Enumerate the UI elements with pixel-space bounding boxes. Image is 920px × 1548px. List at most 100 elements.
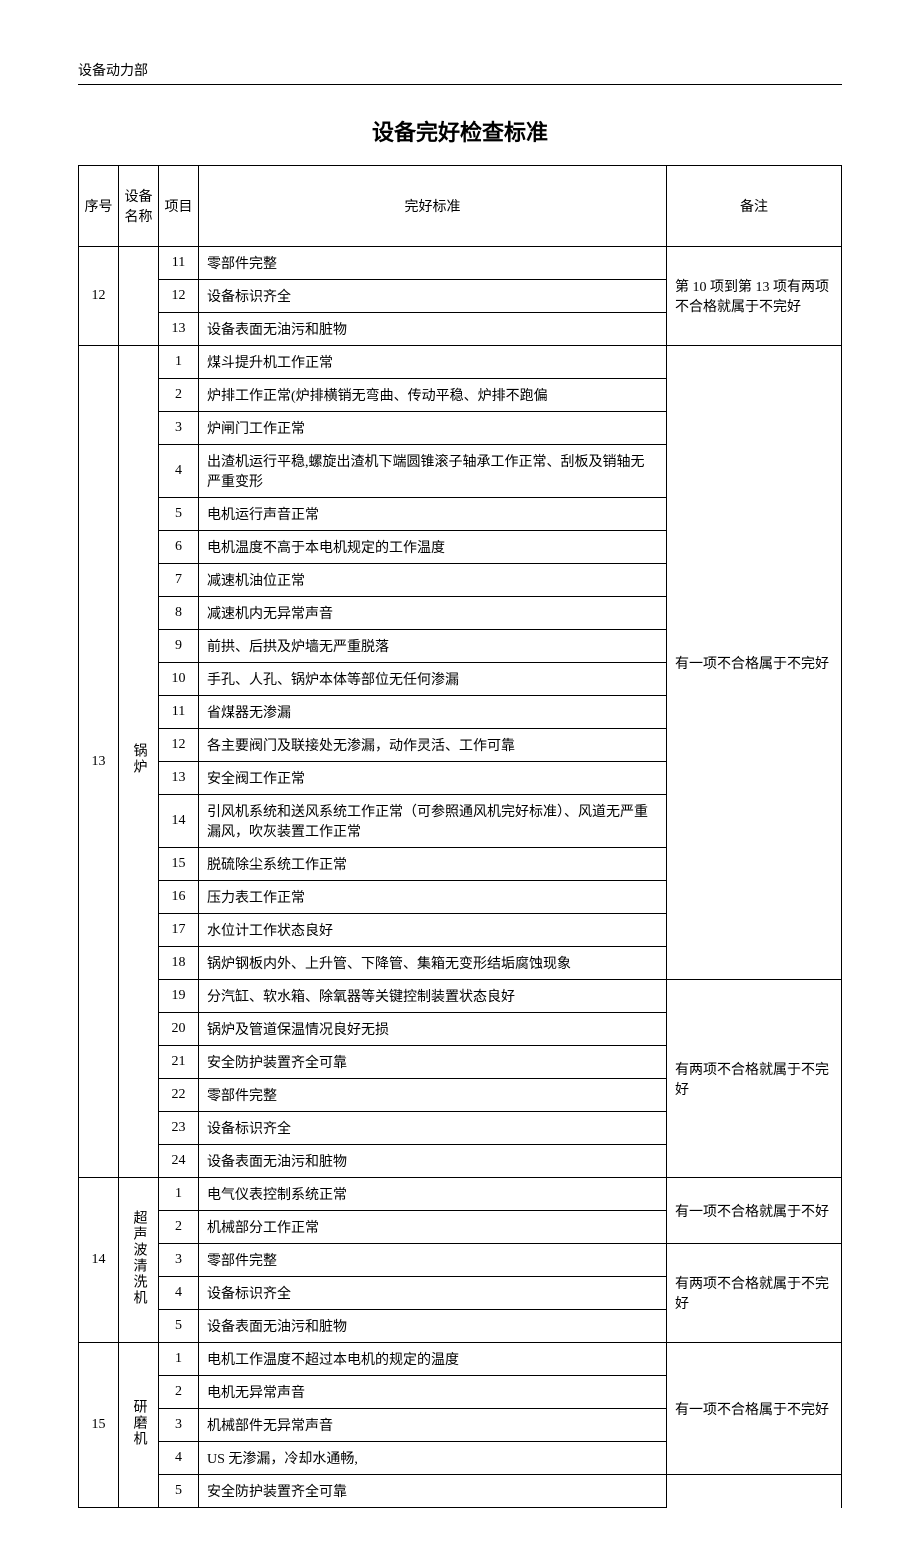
col-remark-header: 备注 [667,166,842,247]
item-number-cell: 2 [159,1376,199,1409]
seq-cell: 13 [79,346,119,1178]
standard-cell: 脱硫除尘系统工作正常 [199,848,667,881]
standard-cell: 机械部件无异常声音 [199,1409,667,1442]
item-number-cell: 1 [159,346,199,379]
remark-cell: 有一项不合格属于不完好 [667,346,842,980]
table-header-row: 序号 设备名称 项目 完好标准 备注 [79,166,842,247]
table-row: 3零部件完整有两项不合格就属于不完好 [79,1244,842,1277]
item-number-cell: 19 [159,980,199,1013]
item-number-cell: 7 [159,564,199,597]
standard-cell: 出渣机运行平稳,螺旋出渣机下端圆锥滚子轴承工作正常、刮板及销轴无严重变形 [199,445,667,498]
item-number-cell: 6 [159,531,199,564]
page-header: 设备动力部 [78,60,842,85]
item-number-cell: 3 [159,1409,199,1442]
item-number-cell: 5 [159,498,199,531]
item-number-cell: 3 [159,412,199,445]
standard-cell: 减速机内无异常声音 [199,597,667,630]
page-title: 设备完好检查标准 [78,115,842,147]
table-row: 19分汽缸、软水箱、除氧器等关键控制装置状态良好有两项不合格就属于不完好 [79,980,842,1013]
item-number-cell: 15 [159,848,199,881]
seq-cell: 12 [79,247,119,346]
remark-cell: 有两项不合格就属于不完好 [667,1244,842,1343]
item-number-cell: 1 [159,1343,199,1376]
remark-cell [667,1475,842,1508]
equipment-name-text: 研磨机 [129,1399,149,1447]
table-row: 15研磨机1电机工作温度不超过本电机的规定的温度有一项不合格属于不完好 [79,1343,842,1376]
standard-cell: 煤斗提升机工作正常 [199,346,667,379]
standard-cell: 设备表面无油污和脏物 [199,313,667,346]
standard-cell: 设备标识齐全 [199,280,667,313]
standard-cell: 零部件完整 [199,247,667,280]
item-number-cell: 21 [159,1046,199,1079]
table-row: 13锅炉1煤斗提升机工作正常有一项不合格属于不完好 [79,346,842,379]
standard-cell: 压力表工作正常 [199,881,667,914]
seq-cell: 14 [79,1178,119,1343]
standard-cell: 分汽缸、软水箱、除氧器等关键控制装置状态良好 [199,980,667,1013]
equipment-name-cell: 超声波清洗机 [119,1178,159,1343]
remark-cell: 有一项不合格就属于不好 [667,1178,842,1244]
standard-cell: 锅炉及管道保温情况良好无损 [199,1013,667,1046]
col-item-header: 项目 [159,166,199,247]
standards-table: 序号 设备名称 项目 完好标准 备注 1211零部件完整第 10 项到第 13 … [78,165,842,1508]
equipment-name-text: 锅炉 [129,743,149,775]
standard-cell: 水位计工作状态良好 [199,914,667,947]
standard-cell: 安全阀工作正常 [199,762,667,795]
item-number-cell: 17 [159,914,199,947]
item-number-cell: 1 [159,1178,199,1211]
col-seq-header: 序号 [79,166,119,247]
remark-cell: 有两项不合格就属于不完好 [667,980,842,1178]
standard-cell: 电机无异常声音 [199,1376,667,1409]
seq-cell: 15 [79,1343,119,1508]
item-number-cell: 5 [159,1475,199,1508]
standard-cell: 各主要阀门及联接处无渗漏，动作灵活、工作可靠 [199,729,667,762]
standard-cell: 零部件完整 [199,1079,667,1112]
item-number-cell: 13 [159,762,199,795]
remark-cell: 第 10 项到第 13 项有两项不合格就属于不完好 [667,247,842,346]
item-number-cell: 12 [159,729,199,762]
item-number-cell: 18 [159,947,199,980]
item-number-cell: 11 [159,247,199,280]
equipment-name-text: 超声波清洗机 [129,1210,149,1306]
standard-cell: 电机温度不高于本电机规定的工作温度 [199,531,667,564]
standard-cell: 设备表面无油污和脏物 [199,1310,667,1343]
table-row: 14超声波清洗机1电气仪表控制系统正常有一项不合格就属于不好 [79,1178,842,1211]
item-number-cell: 16 [159,881,199,914]
table-row: 5安全防护装置齐全可靠 [79,1475,842,1508]
standard-cell: 手孔、人孔、锅炉本体等部位无任何渗漏 [199,663,667,696]
standard-cell: 减速机油位正常 [199,564,667,597]
item-number-cell: 4 [159,445,199,498]
item-number-cell: 4 [159,1442,199,1475]
item-number-cell: 13 [159,313,199,346]
standard-cell: 电气仪表控制系统正常 [199,1178,667,1211]
item-number-cell: 12 [159,280,199,313]
table-row: 1211零部件完整第 10 项到第 13 项有两项不合格就属于不完好 [79,247,842,280]
item-number-cell: 20 [159,1013,199,1046]
item-number-cell: 5 [159,1310,199,1343]
standard-cell: 炉排工作正常(炉排横销无弯曲、传动平稳、炉排不跑偏 [199,379,667,412]
col-name-header: 设备名称 [119,166,159,247]
standard-cell: 机械部分工作正常 [199,1211,667,1244]
item-number-cell: 22 [159,1079,199,1112]
item-number-cell: 24 [159,1145,199,1178]
standard-cell: 锅炉钢板内外、上升管、下降管、集箱无变形结垢腐蚀现象 [199,947,667,980]
col-standard-header: 完好标准 [199,166,667,247]
standard-cell: 炉闸门工作正常 [199,412,667,445]
item-number-cell: 2 [159,1211,199,1244]
item-number-cell: 4 [159,1277,199,1310]
equipment-name-cell [119,247,159,346]
standard-cell: 零部件完整 [199,1244,667,1277]
standard-cell: 安全防护装置齐全可靠 [199,1046,667,1079]
equipment-name-cell: 锅炉 [119,346,159,1178]
remark-cell: 有一项不合格属于不完好 [667,1343,842,1475]
item-number-cell: 8 [159,597,199,630]
item-number-cell: 2 [159,379,199,412]
item-number-cell: 14 [159,795,199,848]
standard-cell: 设备表面无油污和脏物 [199,1145,667,1178]
equipment-name-cell: 研磨机 [119,1343,159,1508]
item-number-cell: 23 [159,1112,199,1145]
item-number-cell: 3 [159,1244,199,1277]
standard-cell: 设备标识齐全 [199,1277,667,1310]
item-number-cell: 11 [159,696,199,729]
standard-cell: 电机运行声音正常 [199,498,667,531]
standard-cell: 引风机系统和送风系统工作正常（可参照通风机完好标准）、风道无严重漏风，吹灰装置工… [199,795,667,848]
